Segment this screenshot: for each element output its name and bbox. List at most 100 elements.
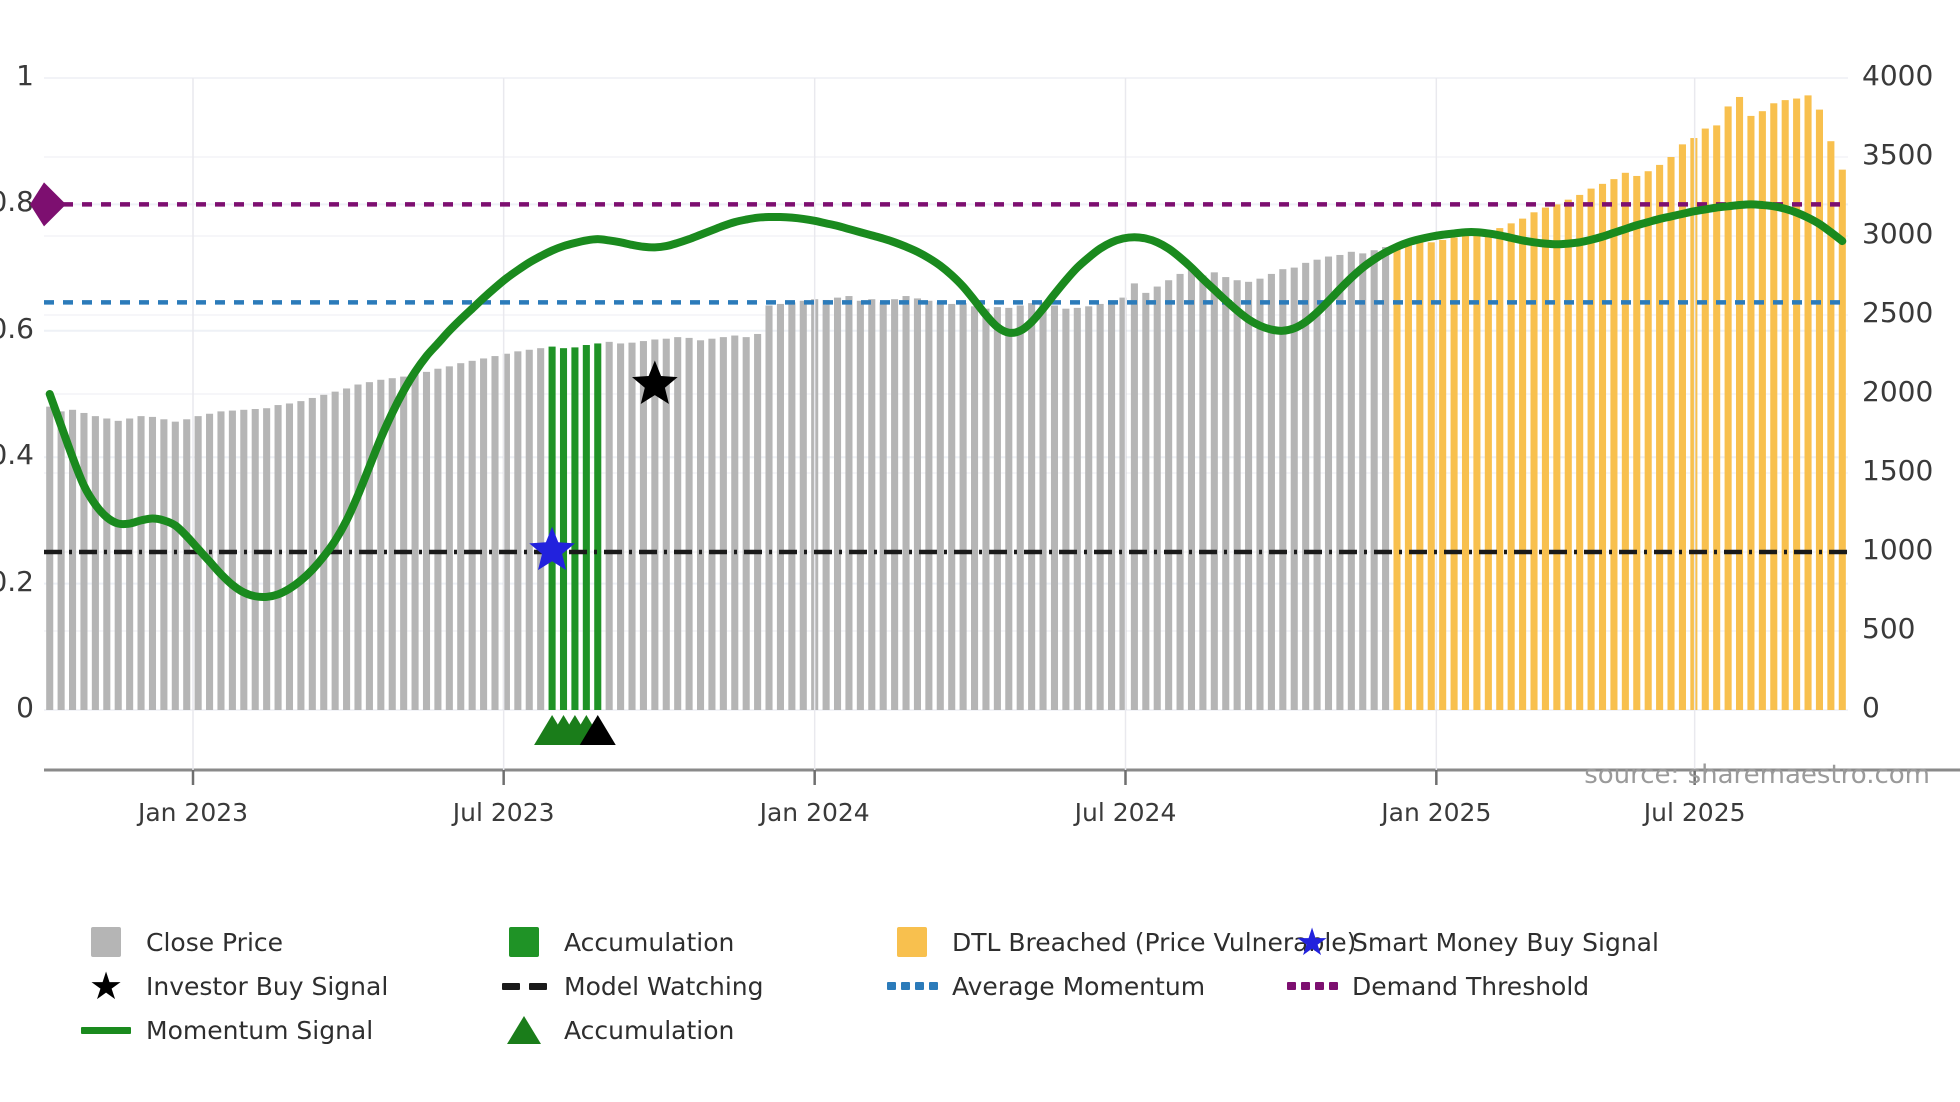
close-price-bar — [776, 303, 784, 710]
legend-item-model-watching[interactable]: Model Watching — [496, 964, 884, 1008]
legend-item-smart-money-buy-signal[interactable]: ★ Smart Money Buy Signal — [1284, 920, 1659, 964]
momentum-signal-line — [45, 200, 1847, 602]
dtl-breached-bar — [1541, 207, 1549, 710]
right-axis-tick-label: 3000 — [1862, 217, 1934, 250]
close-price-bar — [148, 416, 157, 710]
right-axis-tick-label: 1500 — [1862, 454, 1934, 487]
close-price-bar — [731, 335, 739, 710]
dtl-breached-bar — [1519, 218, 1527, 710]
legend-row: ★ Investor Buy Signal Model Watching Averag… — [78, 964, 1938, 1008]
dtl-breached-bar — [1633, 175, 1641, 711]
close-price-bar — [297, 401, 305, 710]
dtl-breached-bar — [1701, 128, 1709, 710]
close-price-bar — [674, 337, 682, 710]
close-price-bar — [708, 338, 716, 710]
model-watching-dash-swatch — [501, 982, 547, 990]
close-price-bar — [411, 374, 419, 710]
close-price-bar — [1119, 297, 1127, 710]
close-price-bar — [845, 296, 853, 710]
close-price-bar — [617, 343, 625, 710]
close-price-bar — [1279, 269, 1287, 710]
close-price-bar — [1062, 308, 1070, 710]
close-price-bar — [742, 337, 750, 710]
legend-item-momentum-signal[interactable]: Momentum Signal — [78, 1008, 496, 1052]
dtl-breached-bar — [1793, 98, 1801, 711]
momentum-signal-line-swatch — [81, 1026, 131, 1034]
close-price-bar — [114, 420, 122, 710]
close-price-bar — [445, 366, 453, 710]
close-price-bar — [400, 376, 408, 710]
investor-buy-signal-star-icon: ★ — [88, 964, 124, 1008]
dtl-breached-bar — [1461, 236, 1470, 710]
chart-legend: Close Price Accumulation DTL Breached (Pri… — [78, 920, 1938, 1052]
legend-item-dtl-breached[interactable]: DTL Breached (Price Vulnerable) — [884, 920, 1356, 964]
dtl-breached-bar — [1610, 179, 1618, 710]
legend-label: Average Momentum — [952, 971, 1206, 1001]
close-price-bar — [1210, 272, 1218, 710]
legend-item-average-momentum[interactable]: Average Momentum — [884, 964, 1284, 1008]
accumulation-bar-swatch — [509, 927, 539, 957]
close-price-bar — [457, 363, 465, 710]
accumulation-bar — [582, 345, 590, 710]
close-price-bar — [822, 299, 830, 710]
close-price-bar — [1108, 302, 1116, 710]
dtl-breached-bar — [1804, 95, 1812, 710]
close-price-bar — [1302, 262, 1310, 710]
close-price-bar — [1382, 247, 1390, 710]
source-note: source: sharemaestro.com — [1584, 760, 1930, 790]
x-axis-tick-label: Jan 2025 — [1381, 798, 1492, 827]
dtl-breached-bar — [1781, 100, 1789, 711]
dtl-breached-swatch-wrap — [884, 927, 940, 957]
close-price-bar — [1165, 280, 1173, 710]
accumulation-bar — [594, 343, 602, 710]
demand-threshold-dot-swatch — [1286, 982, 1338, 990]
average-momentum-dot-swatch — [886, 982, 938, 990]
close-price-bar — [274, 405, 282, 710]
dtl-breached-bar — [1598, 183, 1607, 711]
dtl-breached-bar — [1496, 228, 1504, 710]
left-axis-tick-label: 0.8 — [0, 185, 34, 219]
right-axis-tick-label: 4000 — [1862, 59, 1934, 92]
legend-label: Demand Threshold — [1352, 971, 1590, 1001]
close-price-bar — [754, 333, 762, 710]
close-price-bar — [91, 416, 99, 710]
close-price-bar — [993, 307, 1001, 710]
close-price-bar — [537, 348, 545, 710]
left-axis-tick-label: 0.4 — [0, 438, 34, 472]
close-price-bar — [1073, 307, 1081, 710]
dtl-breached-bar — [1758, 111, 1766, 711]
dtl-breached-bar — [1735, 96, 1744, 710]
accumulation-bar-swatch-wrap — [496, 927, 552, 957]
left-axis-tick-label: 0.6 — [0, 311, 34, 345]
legend-item-demand-threshold[interactable]: Demand Threshold — [1284, 964, 1614, 1008]
close-price-bar — [285, 403, 294, 710]
dtl-breached-bar — [1827, 141, 1835, 710]
close-price-bar — [1290, 267, 1298, 710]
dtl-breached-bar — [1747, 115, 1755, 711]
close-price-bar — [696, 340, 705, 710]
close-price-bar — [856, 300, 864, 710]
close-price-bar — [434, 368, 442, 710]
x-axis-tick-label: Jul 2023 — [452, 798, 555, 827]
accumulation-marker-triangle-icon — [507, 1016, 541, 1044]
close-price-bar — [1153, 286, 1161, 710]
close-price-bar — [971, 306, 979, 710]
close-price-bar — [719, 337, 727, 710]
right-axis-tick-label: 1000 — [1862, 533, 1934, 566]
dtl-breached-swatch — [897, 927, 927, 957]
close-price-bar — [925, 300, 933, 710]
legend-item-close-price[interactable]: Close Price — [78, 920, 496, 964]
legend-item-investor-buy-signal[interactable]: ★ Investor Buy Signal — [78, 964, 496, 1008]
legend-item-accumulation-bar[interactable]: Accumulation — [496, 920, 884, 964]
legend-item-accumulation-marker[interactable]: Accumulation — [496, 1008, 884, 1052]
right-axis-tick-label: 0 — [1862, 691, 1880, 724]
x-axis-tick-label: Jul 2025 — [1643, 798, 1746, 827]
dtl-breached-bar — [1656, 164, 1664, 710]
close-price-bar — [1187, 269, 1196, 710]
legend-label: Accumulation — [564, 927, 735, 957]
close-price-swatch-wrap — [78, 927, 134, 957]
chart-canvas — [30, 77, 1848, 711]
close-price-bar — [103, 418, 111, 710]
dtl-breached-bar — [1690, 138, 1698, 710]
close-price-bar — [1359, 253, 1367, 710]
